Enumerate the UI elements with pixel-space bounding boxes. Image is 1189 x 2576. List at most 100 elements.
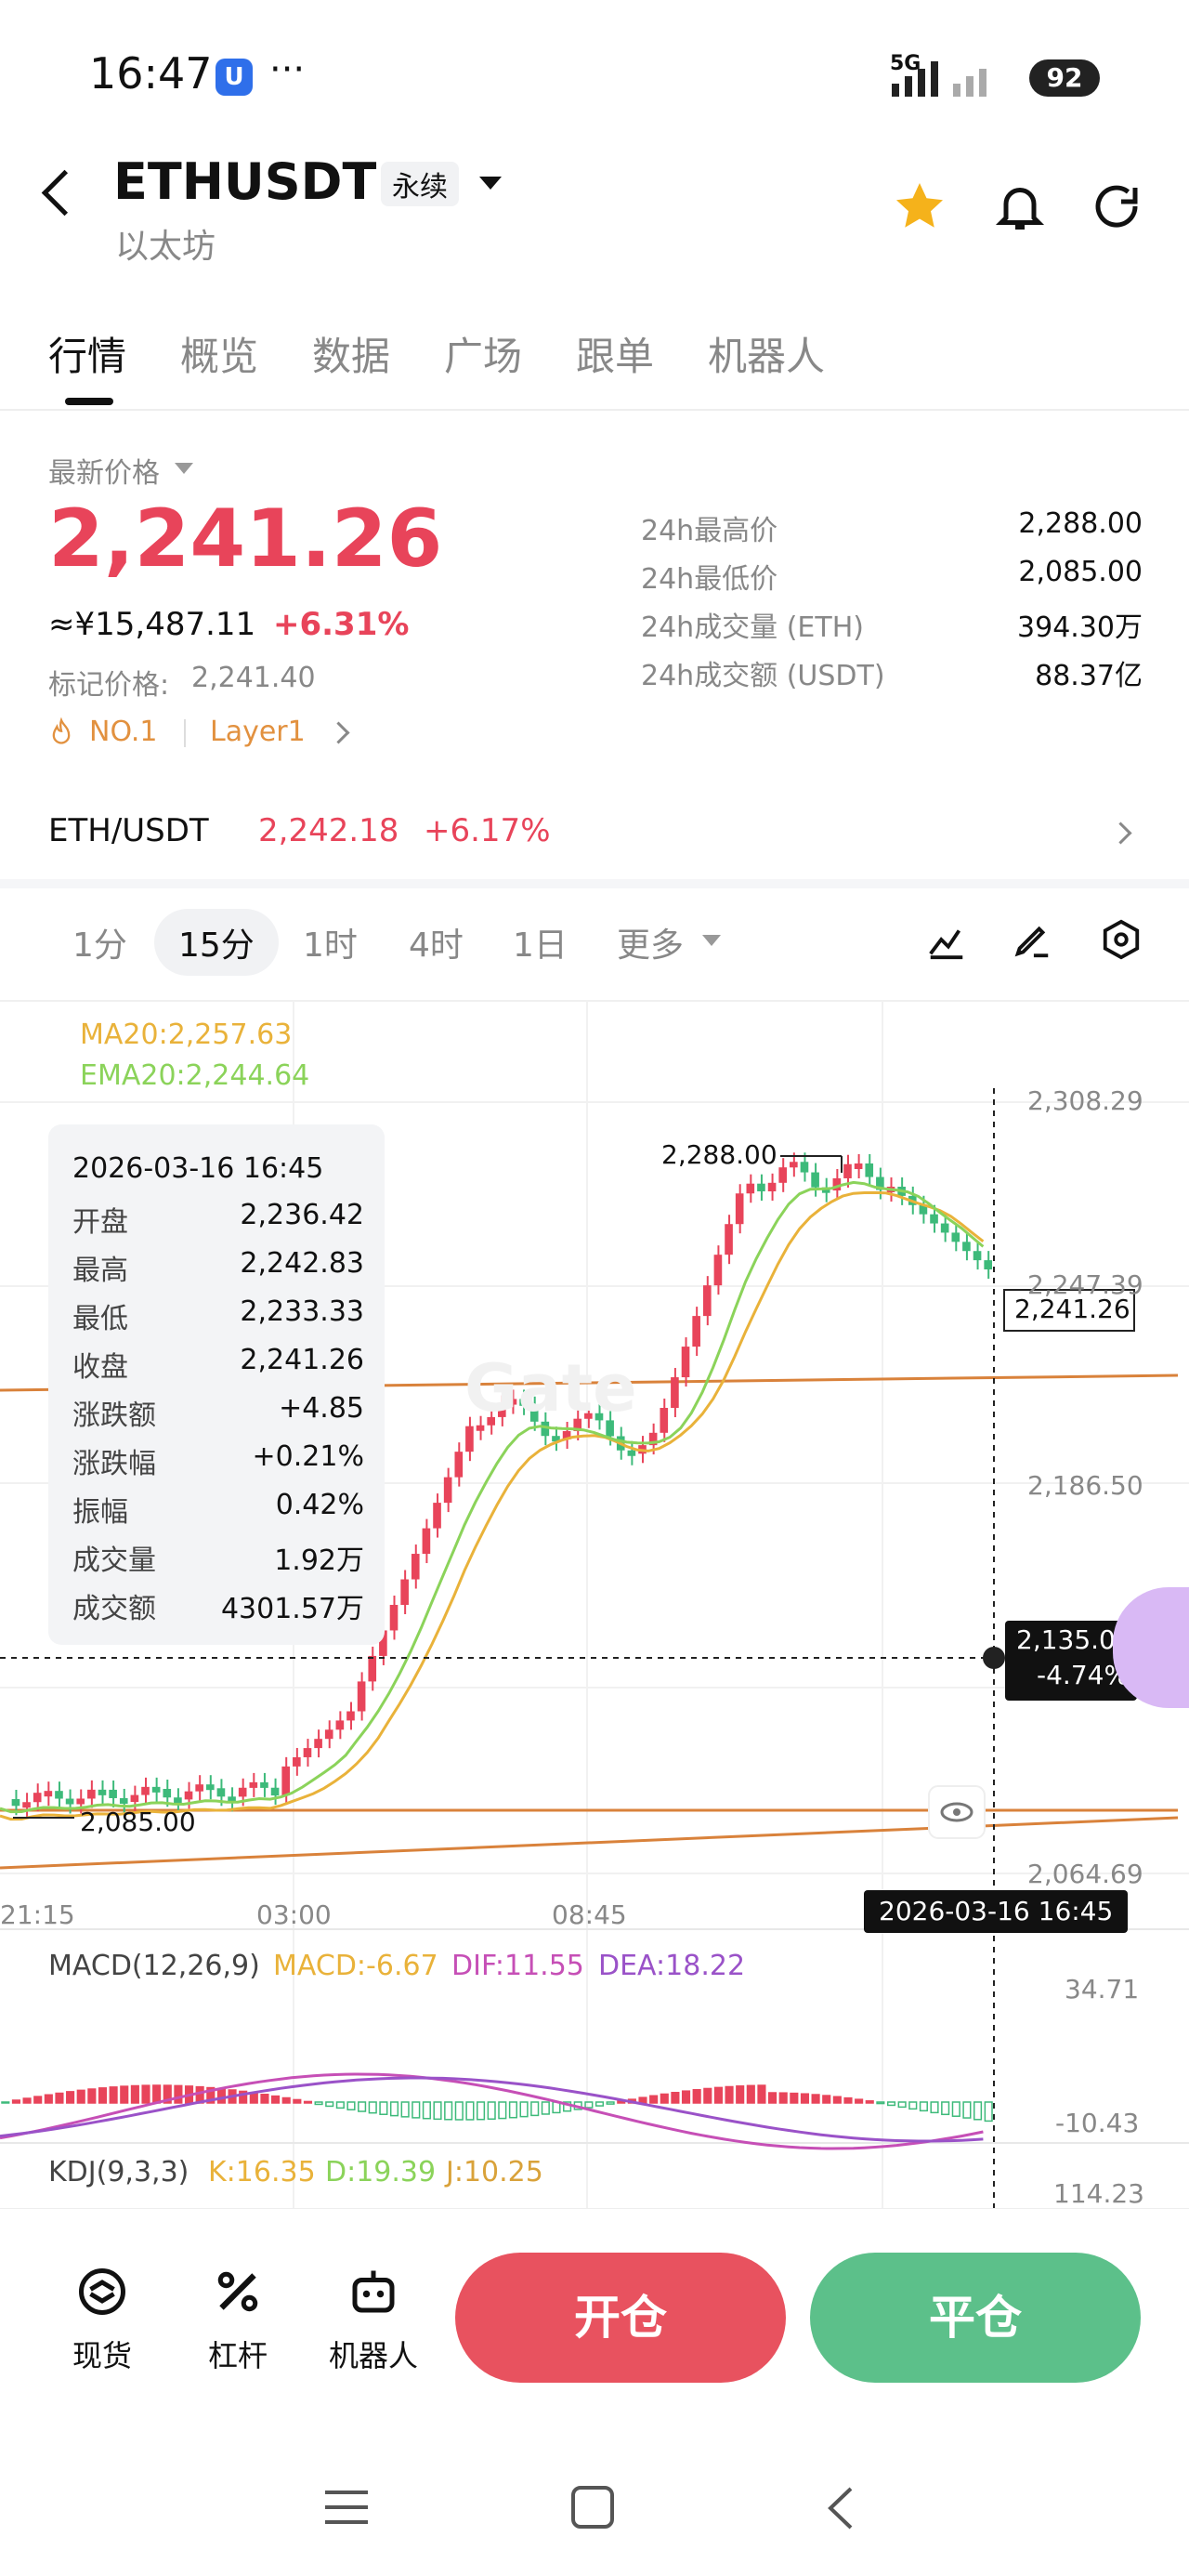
candle — [552, 1436, 560, 1442]
tf-4h[interactable]: 4时 — [409, 927, 464, 965]
candle — [130, 1794, 139, 1803]
candle — [562, 1431, 571, 1440]
back-button[interactable] — [41, 169, 88, 217]
candle — [973, 1251, 982, 1261]
candle — [821, 1187, 830, 1193]
ma20-line — [0, 1190, 985, 1821]
cursor-price: 2,135.01 — [1016, 1624, 1132, 1655]
macd-bar — [368, 2101, 377, 2114]
macd-bar — [389, 2101, 399, 2117]
home-icon[interactable] — [570, 2485, 615, 2530]
symbol-title[interactable]: ETHUSDT — [113, 152, 377, 211]
macd-bar — [541, 2101, 550, 2115]
chevron-down-icon[interactable] — [702, 935, 721, 946]
chevron-down-icon[interactable] — [479, 177, 502, 190]
tab-overview[interactable]: 概览 — [180, 334, 259, 379]
tab-square[interactable]: 广场 — [444, 334, 523, 379]
candle — [584, 1413, 593, 1419]
battery-icon: 92 — [1029, 59, 1100, 97]
nav-spot[interactable]: 现货 — [72, 2338, 132, 2373]
macd-title[interactable]: MACD(12,26,9) — [48, 1950, 260, 1982]
candle — [876, 1176, 884, 1190]
indicator-icon[interactable] — [925, 918, 968, 961]
macd-value: MACD:-6.67 — [273, 1950, 438, 1982]
status-time: 16:47 — [89, 48, 213, 99]
candle — [44, 1791, 53, 1797]
macd-bar — [66, 2091, 75, 2104]
category-link[interactable]: Layer1 — [210, 716, 306, 748]
open-position-button[interactable]: 开仓 — [455, 2253, 786, 2383]
tooltip-volume: 成交量 1.92万 — [72, 1544, 364, 1577]
macd-bar — [314, 2101, 323, 2106]
floating-assistant-button[interactable] — [1113, 1587, 1189, 1708]
macd-bar — [130, 2084, 139, 2104]
contract-type-tag[interactable]: 永续 — [381, 162, 459, 206]
tf-more[interactable]: 更多 — [617, 927, 685, 965]
candle — [681, 1347, 690, 1378]
price-label-chevron-icon[interactable] — [175, 463, 193, 474]
macd-bar — [216, 2087, 226, 2104]
chevron-right-icon[interactable] — [327, 721, 350, 744]
price-label[interactable]: 最新价格 — [48, 457, 160, 490]
chart-top-border — [0, 1000, 1189, 1002]
draw-pen-icon[interactable] — [1011, 918, 1053, 961]
system-nav-bar — [0, 2435, 1189, 2576]
candle — [606, 1420, 614, 1437]
macd-bar — [768, 2092, 777, 2104]
candle — [228, 1796, 236, 1803]
menu-icon[interactable] — [325, 2487, 368, 2528]
macd-bar — [412, 2101, 421, 2119]
active-tab-indicator — [65, 398, 113, 405]
tab-robot[interactable]: 机器人 — [708, 334, 826, 379]
nav-leverage[interactable]: 杠杆 — [207, 2338, 268, 2373]
tf-1d[interactable]: 1日 — [513, 927, 568, 965]
candle — [163, 1789, 172, 1798]
bell-icon[interactable] — [992, 178, 1048, 234]
spot-pair-row[interactable]: ETH/USDT 2,242.18 +6.17% — [0, 786, 1189, 879]
app-badge-icon: U — [216, 59, 253, 96]
candle — [335, 1720, 345, 1730]
candle — [389, 1604, 399, 1631]
candle — [174, 1797, 182, 1804]
candle — [55, 1791, 63, 1799]
settings-hex-icon[interactable] — [1100, 918, 1143, 961]
candle — [800, 1162, 809, 1173]
share-icon[interactable] — [1089, 178, 1144, 234]
tab-data[interactable]: 数据 — [312, 334, 391, 379]
robot-icon[interactable] — [346, 2264, 401, 2320]
candle — [940, 1223, 949, 1233]
rank-badge[interactable]: NO.1 — [89, 716, 158, 748]
macd-bar — [930, 2101, 939, 2114]
macd-bar — [120, 2085, 129, 2104]
candle — [357, 1681, 366, 1712]
candle — [757, 1183, 765, 1191]
macd-bar — [325, 2101, 334, 2108]
kdj-title[interactable]: KDJ(9,3,3) — [48, 2156, 189, 2188]
chevron-right-icon[interactable] — [1109, 821, 1132, 845]
spot-icon[interactable] — [74, 2264, 130, 2320]
candle — [433, 1503, 441, 1529]
nav-robot[interactable]: 机器人 — [328, 2338, 418, 2373]
macd-bar — [22, 2097, 32, 2104]
star-icon[interactable] — [892, 178, 947, 234]
tf-1m[interactable]: 1分 — [72, 927, 127, 965]
tf-1h[interactable]: 1时 — [303, 927, 358, 965]
macd-bar — [87, 2088, 97, 2104]
back-nav-icon[interactable] — [823, 2485, 856, 2531]
candle — [627, 1450, 636, 1456]
tf-15m[interactable]: 15分 — [154, 909, 279, 976]
candle — [498, 1404, 506, 1417]
close-position-button[interactable]: 平仓 — [810, 2253, 1141, 2383]
cursor-price-box — [1005, 1621, 1137, 1701]
y-tick-2: 2,247.39 — [1027, 1269, 1143, 1300]
x-tick-2: 03:00 — [256, 1899, 332, 1930]
tab-market[interactable]: 行情 — [48, 334, 127, 379]
tab-copytrade[interactable]: 跟单 — [576, 334, 655, 379]
macd-bar — [76, 2089, 85, 2104]
macd-bar — [260, 2094, 269, 2104]
leverage-icon[interactable] — [210, 2264, 266, 2320]
macd-bar — [44, 2094, 53, 2104]
macd-bar — [335, 2101, 345, 2109]
macd-bar — [692, 2088, 701, 2104]
candle — [119, 1797, 128, 1804]
